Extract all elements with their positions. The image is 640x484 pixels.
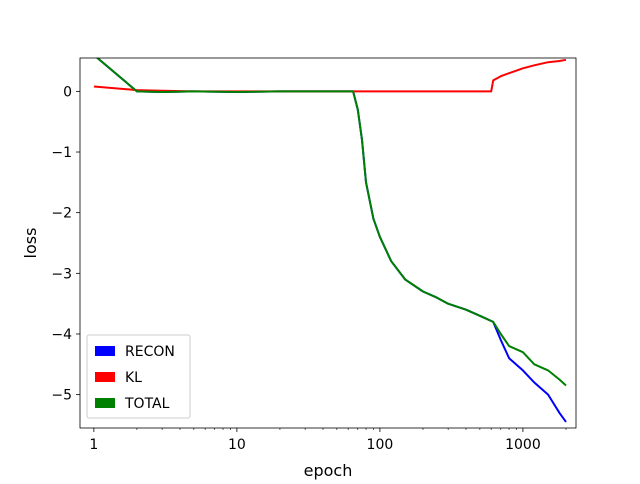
legend-swatch-total bbox=[95, 398, 115, 408]
legend-swatch-kl bbox=[95, 372, 115, 382]
plot-frame bbox=[79, 57, 577, 429]
x-axis-label: epoch bbox=[304, 461, 353, 480]
y-tick-label: −5 bbox=[51, 388, 72, 404]
legend-label-total: TOTAL bbox=[124, 396, 170, 412]
legend-label-recon: RECON bbox=[125, 344, 175, 360]
legend-swatch-recon bbox=[95, 346, 115, 356]
y-tick-label: −2 bbox=[51, 206, 72, 222]
y-axis-label: loss bbox=[21, 228, 40, 259]
x-tick-label: 1000 bbox=[505, 437, 541, 453]
y-tick-label: −3 bbox=[51, 266, 72, 282]
y-axis-ticks: 0 −1 −2 −3 −4 −5 bbox=[51, 84, 80, 404]
legend: RECON KL TOTAL bbox=[86, 334, 191, 419]
x-tick-label: 1 bbox=[89, 437, 98, 453]
y-tick-label: −4 bbox=[51, 327, 72, 343]
legend-label-kl: KL bbox=[125, 370, 142, 386]
x-tick-label: 10 bbox=[228, 437, 246, 453]
x-tick-label: 100 bbox=[367, 437, 394, 453]
series-line-total bbox=[95, 58, 567, 387]
x-axis-ticks: 1 10 100 1000 bbox=[89, 428, 567, 453]
y-tick-label: −1 bbox=[51, 145, 72, 161]
series-layer bbox=[93, 58, 567, 423]
y-tick-label: 0 bbox=[63, 84, 72, 100]
